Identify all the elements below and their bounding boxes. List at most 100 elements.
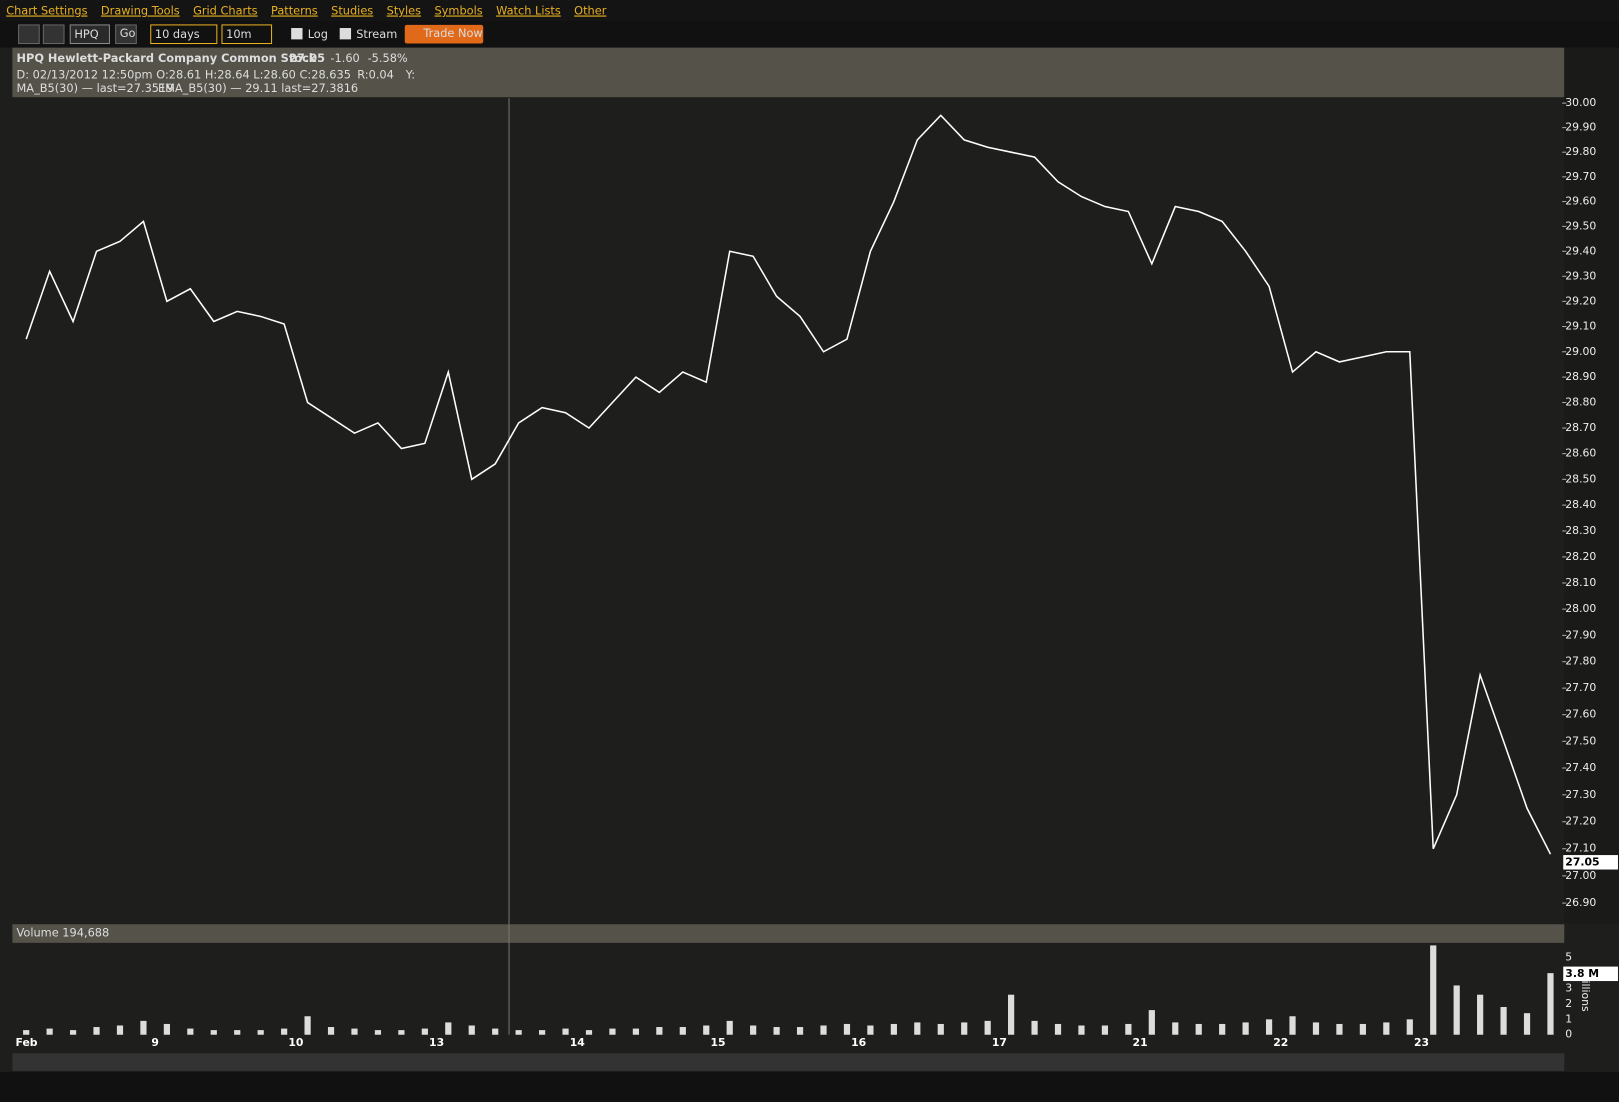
trade-label: Trade Now [422,26,482,40]
volume-bar [374,1030,382,1035]
drawing-toolbar [0,1071,1619,1102]
last-price: 27.05 [289,51,325,65]
x-tick-label: 10 [288,1036,304,1049]
volume-bar [1219,1023,1226,1035]
y-tick-label: 28.40 [1565,498,1596,511]
x-tick-label: Feb [15,1036,37,1049]
y-tick-label: 27.90 [1565,628,1596,641]
volume-bar [1054,1023,1062,1035]
volume-bar [445,1022,452,1035]
volume-bar [562,1028,569,1035]
volume-bar [257,1030,264,1035]
y-tick-label: 27.40 [1565,761,1596,774]
volume-bar [1500,1007,1507,1035]
trade-button[interactable] [404,24,484,44]
y-tick-label: 27.20 [1565,815,1596,828]
menu-item[interactable]: Studies [331,4,373,18]
volume-bar [281,1028,288,1035]
volume-bar [1101,1025,1109,1035]
x-tick-label: 23 [1414,1036,1429,1049]
y-tick-label: 29.80 [1565,145,1596,158]
interval-select[interactable] [221,24,273,45]
volume-bar [163,1023,170,1035]
volume-bar [773,1027,780,1035]
chart-header [12,47,1565,98]
volume-current-bg [1563,966,1618,982]
menu-item[interactable]: Patterns [271,4,318,18]
volume-bar [1453,985,1460,1035]
menu-item[interactable]: Chart Settings [6,4,87,18]
y-tick-label: 29.30 [1565,269,1596,282]
stream-checkbox[interactable] [339,28,352,40]
y-tick-label: 28.70 [1565,421,1596,434]
volume-bar [1336,1023,1343,1035]
forward-button[interactable] [42,24,65,45]
volume-bar [1172,1022,1179,1035]
menu-item[interactable]: Drawing Tools [101,4,180,18]
menu-item[interactable]: Symbols [434,4,482,18]
volume-current: 3.8 M [1565,967,1599,980]
change-pct: -5.58% [368,51,408,65]
y-tick-label: 29.70 [1565,170,1596,183]
x-tick-label: 14 [570,1036,586,1049]
y-tick-label: 28.30 [1565,524,1596,537]
volume-header [12,924,1565,943]
volume-tick-label: 1 [1565,1012,1572,1025]
volume-bar [1031,1020,1038,1035]
volume-bar [327,1027,335,1035]
volume-bar [1477,994,1484,1035]
x-tick-label: 13 [429,1036,444,1049]
volume-unit: Millions [1579,971,1592,1012]
volume-bar [304,1016,311,1035]
go-button[interactable] [115,24,137,45]
x-tick-label: 21 [1133,1036,1148,1049]
y-tick-label: 27.80 [1565,655,1596,668]
volume-tick-label: 3 [1565,982,1572,995]
menu-item[interactable]: Styles [387,4,421,18]
y-tick-label: 27.60 [1565,708,1596,721]
ma-study: MA_B5(30) — last=27.3519 [17,81,174,95]
y-tick-label: 28.60 [1565,447,1596,460]
volume-bar [820,1025,827,1035]
volume-bar [1547,973,1554,1035]
scrollbar[interactable] [12,1053,1565,1071]
log-label: Log [308,27,328,41]
volume-bar [140,1020,147,1035]
volume-bar [890,1023,897,1035]
volume-bar [69,1030,77,1035]
volume-bar [187,1028,194,1035]
volume-bar [914,1022,921,1035]
volume-bar [1406,1019,1413,1035]
volume-bar [23,1030,30,1035]
menu-item[interactable]: Other [574,4,607,18]
x-tick-label: 17 [992,1036,1007,1049]
menu-item[interactable]: Grid Charts [193,4,258,18]
y-tick-label: 27.30 [1565,788,1596,801]
y-tick-label: 29.20 [1565,294,1596,307]
volume-bar [539,1030,546,1035]
y-tick-label: 29.10 [1565,320,1596,333]
volume-bar [726,1020,733,1035]
volume-bar [351,1028,358,1035]
menu-item[interactable]: Watch Lists [496,4,561,18]
symbol-input[interactable] [69,24,110,45]
x-tick-label: 15 [710,1036,725,1049]
range-select[interactable] [150,24,218,45]
volume-bar [984,1020,991,1035]
y-tick-label: 28.90 [1565,370,1596,383]
volume-bar [1242,1022,1249,1035]
bar-info: D: 02/13/2012 12:50pm O:28.61 H:28.64 L:… [17,68,351,82]
volume-bar [398,1030,405,1035]
y-tick-label: 27.70 [1565,681,1596,694]
volume-bar [703,1025,710,1035]
volume-bar [1359,1023,1366,1035]
menu-bar [0,0,1619,21]
log-checkbox[interactable] [291,28,303,40]
y-tick-label: 28.00 [1565,602,1596,615]
volume-bar [679,1027,686,1035]
volume-bar [1195,1023,1202,1035]
back-button[interactable] [18,24,40,45]
bar-y: Y: [405,68,415,82]
